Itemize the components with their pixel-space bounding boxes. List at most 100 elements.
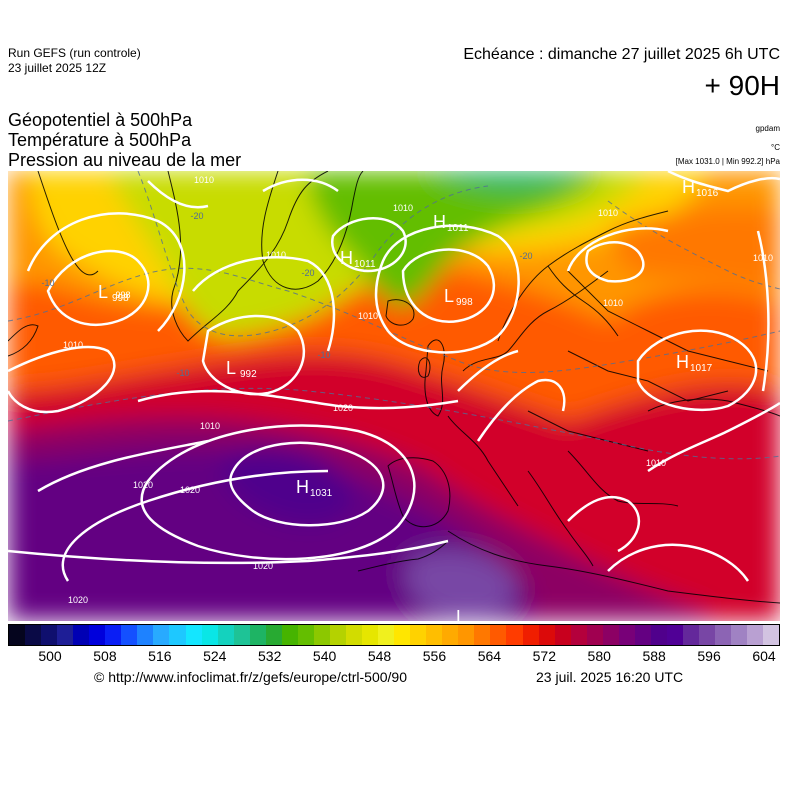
colorbar-tick-label: 580 — [587, 648, 611, 664]
low-center: L 998 — [444, 286, 473, 308]
run-date: 23 juillet 2025 12Z — [8, 61, 107, 75]
colorbar-tick-label: 500 — [38, 648, 62, 664]
colorbar-swatch — [634, 625, 651, 645]
colorbar-tick-label: 524 — [203, 648, 227, 664]
weather-map: 1010 1010 1010 1010 1010 1010 1010 1010 … — [8, 171, 780, 621]
colorbar-swatch — [410, 625, 427, 645]
colorbar-swatch — [602, 625, 619, 645]
isotherm-label: -10 — [317, 350, 330, 360]
colorbar-swatch — [490, 625, 507, 645]
valid-time: Echéance : dimanche 27 juillet 2025 6h U… — [463, 46, 780, 63]
colorbar-swatch — [538, 625, 555, 645]
svg-text:H: H — [676, 352, 689, 372]
title-geopotential: Géopotentiel à 500hPa — [8, 110, 193, 130]
colorbar-tick-label: 556 — [422, 648, 447, 664]
svg-text:1017: 1017 — [690, 363, 713, 374]
colorbar-swatch — [378, 625, 395, 645]
svg-text:L: L — [456, 607, 466, 621]
isotherm-labels: -20 -20 -20 -10 -10 -10 — [41, 211, 532, 378]
colorbar-swatch — [217, 625, 234, 645]
colorbar-swatch — [442, 625, 459, 645]
svg-text:1031: 1031 — [310, 488, 333, 499]
colorbar-tick-labels: 500 508 516 524 532 540 548 556 564 572 580 588 596 6… — [8, 648, 780, 666]
colorbar-legend — [8, 624, 780, 646]
low-center: L 992 — [226, 358, 257, 380]
title-pressure: Pression au niveau de la mer — [8, 150, 242, 170]
svg-text:H: H — [340, 248, 353, 268]
pressure-centers: H 1031 H 1017 H 1016 H 1011 H 1011 L 998 — [98, 177, 719, 621]
colorbar-swatch — [394, 625, 411, 645]
isobar-labels: 1010 1010 1010 1010 1010 1010 1010 1010 … — [63, 175, 773, 605]
low-center: L 998 — [98, 282, 129, 304]
colorbar-swatch — [249, 625, 266, 645]
colorbar-tick-label: 572 — [532, 648, 556, 664]
isobar-label: 1010 — [598, 208, 618, 218]
colorbar-tick-label: 532 — [258, 648, 282, 664]
high-center: H 1016 — [682, 177, 719, 199]
colorbar-swatch — [25, 625, 42, 645]
colorbar-swatch — [731, 625, 748, 645]
colorbar-swatch — [650, 625, 667, 645]
colorbar-tick-label: 508 — [93, 648, 117, 664]
colorbar-swatch — [554, 625, 571, 645]
unit-gpdam: gpdam — [755, 124, 780, 133]
generated-time: 23 juil. 2025 16:20 UTC — [536, 669, 684, 685]
colorbar-swatch — [506, 625, 523, 645]
colorbar-tick-label: 540 — [312, 648, 337, 664]
svg-text:H: H — [682, 177, 695, 197]
source-url: © http://www.infoclimat.fr/z/gefs/europe… — [94, 669, 408, 685]
isotherm-label: -20 — [190, 211, 203, 221]
colorbar-swatch — [297, 625, 314, 645]
colorbar-swatch — [458, 625, 475, 645]
svg-text:998: 998 — [456, 297, 473, 308]
colorbar-swatch — [41, 625, 58, 645]
colorbar-swatch — [763, 625, 780, 645]
isobar-label: 1020 — [333, 403, 353, 413]
isotherm-label: -10 — [176, 368, 189, 378]
colorbar-swatch — [747, 625, 764, 645]
isobar-label: 1010 — [200, 421, 220, 431]
svg-text:L: L — [226, 358, 236, 378]
isobar-label: 1010 — [358, 311, 378, 321]
isotherm-label: -20 — [519, 251, 532, 261]
title-temperature: Température à 500hPa — [8, 130, 192, 150]
colorbar-swatch — [153, 625, 170, 645]
colorbar-swatch — [73, 625, 90, 645]
colorbar-swatch — [586, 625, 603, 645]
geopotential-shading — [8, 171, 780, 621]
high-center: H 1017 — [676, 352, 713, 374]
colorbar-swatch — [89, 625, 106, 645]
colorbar-swatch — [137, 625, 154, 645]
colorbar-swatch — [265, 625, 282, 645]
high-center: H 1011 — [433, 212, 469, 234]
isobar-label: 1020 — [68, 595, 88, 605]
isobar-label: 998 — [115, 290, 130, 300]
colorbar-swatch — [169, 625, 186, 645]
isobar-label: 1020 — [253, 561, 273, 571]
colorbar-swatch — [201, 625, 218, 645]
isobar-label: 1010 — [603, 298, 623, 308]
colorbar-swatch — [666, 625, 683, 645]
colorbar-swatch — [715, 625, 732, 645]
isobar-label: 1010 — [753, 253, 773, 263]
lead-time: + 90H — [704, 70, 781, 101]
isobar-label: 1010 — [393, 203, 413, 213]
colorbar-swatch — [682, 625, 700, 645]
colorbar-swatch — [185, 625, 202, 645]
unit-celsius: °C — [771, 143, 780, 152]
colorbar-swatch — [121, 625, 138, 645]
svg-text:1016: 1016 — [696, 188, 719, 199]
svg-text:1011: 1011 — [354, 259, 376, 270]
isobar-label: 1010 — [63, 340, 83, 350]
colorbar-swatch — [9, 625, 26, 645]
svg-text:H: H — [433, 212, 446, 232]
high-center: H 1031 — [296, 477, 333, 499]
colorbar-swatch — [281, 625, 298, 645]
svg-text:L: L — [98, 282, 108, 302]
svg-text:998: 998 — [112, 293, 129, 304]
pressure-isobars — [8, 171, 780, 582]
colorbar-swatch — [474, 625, 491, 645]
isobar-label: 1010 — [646, 458, 666, 468]
svg-text:992: 992 — [240, 369, 257, 380]
colorbar-swatch — [362, 625, 379, 645]
